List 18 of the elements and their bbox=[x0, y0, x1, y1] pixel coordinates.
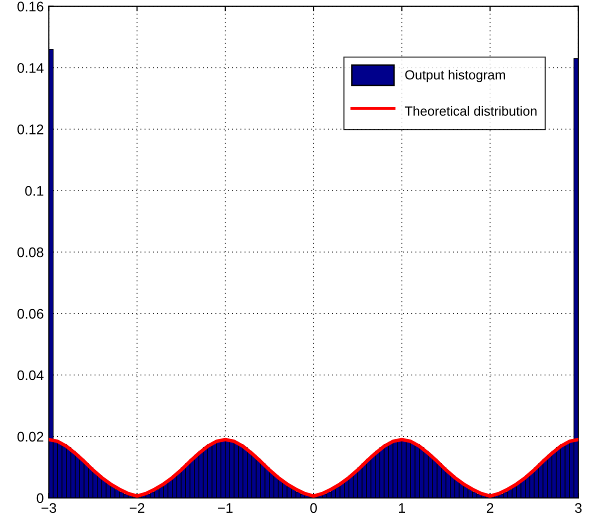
x-tick-label: 3 bbox=[575, 503, 582, 513]
y-tick-label: 0.16 bbox=[17, 2, 44, 12]
y-tick-label: 0.02 bbox=[17, 432, 44, 442]
x-tick-label: 2 bbox=[486, 503, 494, 513]
x-tick-label: −1 bbox=[218, 503, 233, 513]
x-tick-label: 1 bbox=[399, 503, 406, 513]
legend-label: Output histogram bbox=[405, 70, 505, 82]
y-tick-label: 0.06 bbox=[17, 308, 44, 319]
legend-label: Theoretical distribution bbox=[404, 106, 536, 116]
x-tick-label: −3 bbox=[42, 503, 56, 513]
y-tick-label: 0.1 bbox=[25, 186, 44, 196]
x-tick-label: −2 bbox=[130, 503, 144, 513]
y-tick-label: 0 bbox=[36, 493, 44, 504]
y-tick-label: 0.14 bbox=[17, 63, 44, 73]
y-tick-label: 0.04 bbox=[17, 370, 44, 380]
y-tick-label: 0.08 bbox=[17, 247, 44, 258]
x-tick-label: 0 bbox=[310, 503, 317, 513]
y-tick-label: 0.12 bbox=[17, 124, 44, 134]
